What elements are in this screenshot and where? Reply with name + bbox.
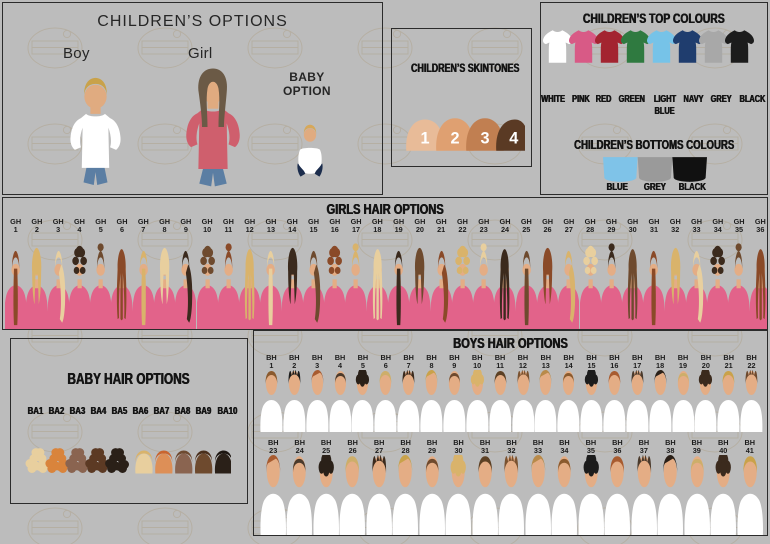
svg-text:2: 2: [450, 129, 459, 147]
svg-text:1: 1: [420, 129, 429, 147]
svg-text:3: 3: [480, 129, 489, 147]
svg-text:4: 4: [509, 129, 518, 147]
